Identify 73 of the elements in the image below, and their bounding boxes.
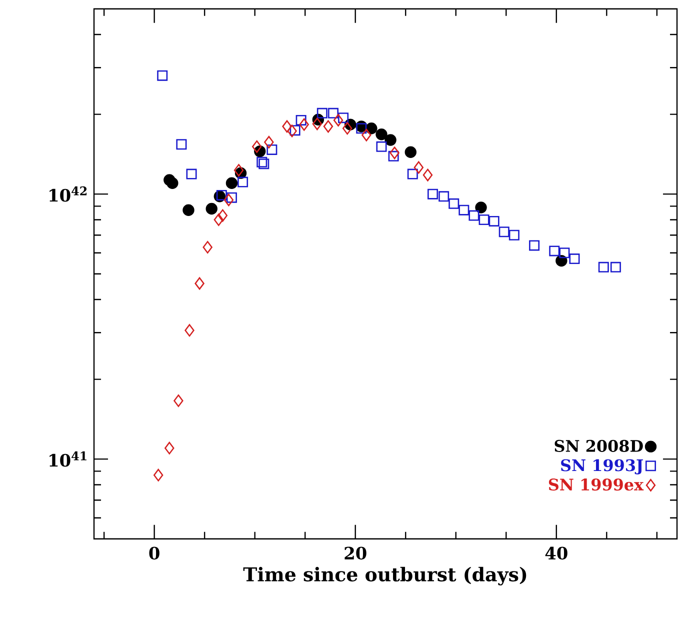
point	[238, 176, 248, 188]
point	[422, 168, 433, 182]
point	[569, 254, 580, 264]
point	[328, 108, 338, 118]
point	[338, 112, 349, 124]
point	[407, 168, 418, 180]
point	[475, 202, 487, 214]
point	[184, 324, 194, 337]
legend-label: SN 1993J	[561, 459, 643, 474]
point	[186, 168, 197, 180]
point	[362, 128, 372, 142]
point	[468, 210, 480, 221]
point	[428, 188, 438, 200]
point	[556, 254, 568, 267]
point	[287, 124, 297, 138]
point	[234, 164, 244, 176]
point	[478, 214, 490, 225]
point	[438, 191, 450, 202]
point	[224, 194, 234, 206]
point	[214, 214, 224, 226]
point	[529, 240, 540, 251]
point	[549, 246, 560, 256]
point	[356, 123, 367, 134]
point	[414, 161, 424, 174]
point	[202, 241, 212, 254]
point	[458, 204, 470, 216]
point	[323, 120, 334, 133]
point	[266, 144, 278, 155]
point	[290, 125, 300, 136]
point	[218, 209, 228, 222]
point	[404, 146, 416, 158]
legend-label: SN 1999ex	[548, 478, 644, 491]
point	[342, 122, 352, 135]
point	[164, 442, 174, 454]
point	[376, 128, 388, 140]
point	[216, 190, 227, 200]
point	[312, 118, 322, 130]
point	[598, 262, 609, 272]
point	[559, 248, 570, 258]
point	[226, 177, 238, 189]
point	[282, 120, 292, 133]
x-tick-label: 40	[545, 546, 568, 560]
x-axis-title: Time since outburst (days)	[243, 566, 526, 586]
point	[264, 136, 274, 148]
point	[226, 192, 237, 203]
point	[448, 198, 460, 209]
point	[157, 70, 168, 81]
point	[252, 140, 262, 153]
point	[174, 394, 184, 407]
point	[153, 468, 164, 482]
point	[316, 108, 328, 118]
point	[206, 202, 218, 215]
point	[166, 177, 178, 189]
point	[508, 230, 520, 240]
legend-label: SN 2008D	[554, 440, 643, 452]
point	[498, 226, 510, 238]
y-tick-label: 10$^{41}$	[50, 451, 86, 467]
point	[610, 262, 621, 272]
point	[296, 114, 306, 126]
point	[182, 204, 194, 216]
point	[390, 146, 400, 160]
y-tick-label: 10$^{42}$	[50, 186, 87, 202]
point	[194, 277, 204, 290]
point	[376, 141, 387, 152]
point	[384, 134, 396, 146]
x-tick-label: 0	[149, 546, 160, 560]
point	[333, 114, 344, 126]
point	[299, 118, 309, 131]
point	[488, 216, 500, 226]
point	[176, 139, 187, 150]
x-tick-label: 20	[344, 546, 366, 560]
point	[388, 150, 399, 162]
point	[366, 122, 378, 134]
